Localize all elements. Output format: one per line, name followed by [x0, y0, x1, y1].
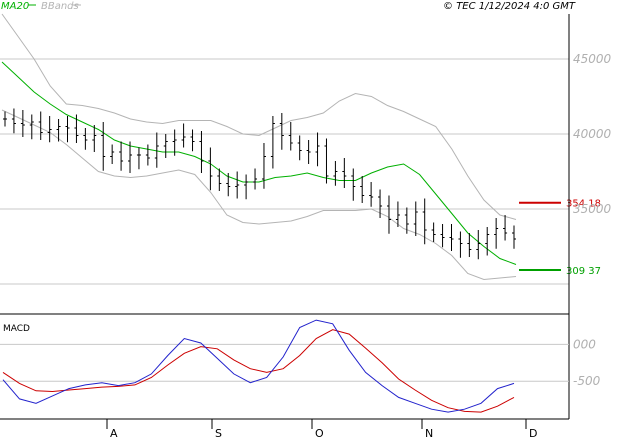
copyright-stamp: © TEC 1/12/2024 4:0 GMT — [443, 1, 576, 12]
ohlc-bar — [279, 113, 284, 150]
macd-tick-label: 000 — [573, 337, 596, 351]
ohlc-bar — [306, 140, 311, 164]
ohlc-bar — [47, 116, 52, 143]
ohlc-bar — [503, 215, 508, 241]
support-label: 309 37 — [566, 266, 601, 277]
ma20-legend-label: MA20 — [1, 1, 29, 12]
ohlc-bar — [181, 123, 186, 148]
ma20-line — [1, 61, 517, 265]
bbands-upper-line — [1, 13, 517, 220]
ohlc-bar — [92, 125, 97, 152]
ohlc-bar — [404, 207, 409, 234]
ohlc-bar — [3, 111, 7, 127]
ohlc-bar — [74, 114, 79, 143]
bollinger-bands — [1, 13, 517, 281]
ohlc-bar — [413, 201, 418, 236]
macd-signal-line — [2, 329, 515, 413]
macd-panel-title: MACD — [3, 324, 30, 334]
ohlc-bar — [351, 168, 356, 201]
ohlc-bar — [56, 119, 61, 142]
ohlc-bar — [83, 128, 88, 150]
ohlc-bar — [270, 116, 275, 169]
bbands-lower-line — [1, 109, 517, 281]
ohlc-bar — [226, 173, 231, 197]
ohlc-bar — [119, 141, 124, 171]
ohlc-bar — [199, 131, 204, 173]
ohlc-bar — [512, 225, 516, 249]
ohlc-bar — [485, 227, 490, 256]
ohlc-bar — [395, 201, 400, 227]
x-tick-label: O — [315, 427, 324, 440]
price-gridlines — [0, 58, 569, 285]
macd-tick-label: -500 — [573, 374, 601, 388]
macd-line — [2, 319, 515, 413]
ohlc-bar — [360, 176, 365, 203]
macd-y-axis: 000 -500 — [573, 337, 601, 388]
ohlc-bar — [342, 158, 347, 188]
ohlc-bar — [458, 231, 463, 258]
x-tick-label: A — [110, 427, 118, 440]
price-levels: 354 18 309 37 — [519, 199, 601, 277]
price-bars — [3, 108, 516, 260]
ohlc-bar — [235, 171, 240, 199]
ohlc-bar — [244, 174, 249, 200]
ohlc-bar — [476, 230, 481, 260]
ohlc-bar — [288, 122, 293, 151]
ohlc-bar — [101, 122, 106, 171]
x-tick-label: N — [425, 427, 433, 440]
ohlc-bar — [494, 218, 499, 249]
ohlc-bar — [29, 114, 34, 140]
ohlc-bar — [431, 222, 436, 242]
ohlc-bar — [38, 111, 43, 140]
ohlc-bar — [467, 233, 472, 257]
resistance-label: 354 18 — [566, 199, 601, 210]
ohlc-bar — [20, 110, 25, 137]
ohlc-bar — [261, 143, 266, 189]
price-tick-label: 35000 — [573, 202, 612, 216]
price-tick-label: 40000 — [573, 127, 612, 141]
ohlc-bar — [208, 147, 213, 191]
ohlc-bar — [190, 129, 195, 152]
bbands-legend-label: BBands — [41, 1, 79, 12]
ohlc-bar — [145, 144, 150, 166]
x-tick-label: S — [215, 427, 222, 440]
ohlc-bar — [128, 141, 133, 173]
ohlc-bar — [449, 224, 454, 251]
ohlc-bar — [297, 135, 302, 161]
ohlc-bar — [217, 168, 222, 191]
ohlc-bar — [386, 195, 391, 234]
macd-lines — [2, 319, 515, 413]
ohlc-bar — [110, 144, 115, 164]
ohlc-bar — [369, 182, 374, 207]
ohlc-bar — [154, 132, 159, 168]
ohlc-bar — [378, 189, 383, 218]
ohlc-bar — [253, 168, 258, 190]
ohlc-bar — [65, 116, 70, 143]
ohlc-bar — [422, 198, 427, 245]
ohlc-bar — [440, 224, 445, 248]
ohlc-bar — [136, 147, 141, 170]
ohlc-bar — [333, 161, 338, 186]
ohlc-bar — [163, 134, 168, 158]
macd-gridlines — [0, 343, 569, 382]
ma20-series-line — [1, 61, 517, 265]
ohlc-bar — [11, 108, 16, 134]
ohlc-bar — [315, 132, 320, 167]
ohlc-bar — [324, 138, 329, 184]
price-tick-label: 45000 — [573, 52, 612, 66]
x-tick-label: D — [529, 427, 537, 440]
price-y-axis: 45000 40000 35000 — [573, 52, 612, 216]
ohlc-bar — [172, 129, 177, 156]
